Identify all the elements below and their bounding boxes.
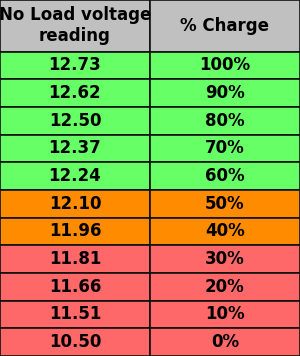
Text: 50%: 50%	[205, 195, 245, 213]
Bar	[150, 301, 300, 328]
Text: 11.96: 11.96	[49, 222, 101, 241]
Text: 12.50: 12.50	[49, 112, 101, 130]
Text: 20%: 20%	[205, 278, 245, 296]
Text: 70%: 70%	[205, 140, 245, 157]
Bar	[150, 273, 300, 301]
Text: 12.73: 12.73	[49, 57, 101, 74]
Bar	[150, 107, 300, 135]
Bar	[0, 190, 150, 218]
Bar	[0, 301, 150, 328]
Text: 0%: 0%	[211, 333, 239, 351]
Text: 11.51: 11.51	[49, 305, 101, 324]
Bar	[150, 79, 300, 107]
Text: 60%: 60%	[205, 167, 245, 185]
Text: 11.66: 11.66	[49, 278, 101, 296]
Text: 12.24: 12.24	[49, 167, 101, 185]
Text: 12.10: 12.10	[49, 195, 101, 213]
Bar	[0, 107, 150, 135]
Bar	[150, 218, 300, 245]
Bar	[150, 162, 300, 190]
Text: 12.62: 12.62	[49, 84, 101, 102]
Bar	[0, 0, 150, 52]
Text: 90%: 90%	[205, 84, 245, 102]
Bar	[150, 190, 300, 218]
Text: 80%: 80%	[205, 112, 245, 130]
Bar	[0, 162, 150, 190]
Bar	[0, 52, 150, 79]
Bar	[150, 135, 300, 162]
Text: 30%: 30%	[205, 250, 245, 268]
Bar	[150, 0, 300, 52]
Bar	[150, 328, 300, 356]
Text: 40%: 40%	[205, 222, 245, 241]
Bar	[150, 245, 300, 273]
Bar	[0, 218, 150, 245]
Bar	[0, 135, 150, 162]
Bar	[0, 273, 150, 301]
Text: % Charge: % Charge	[181, 17, 269, 35]
Text: 12.37: 12.37	[49, 140, 101, 157]
Text: 10%: 10%	[205, 305, 245, 324]
Bar	[0, 245, 150, 273]
Bar	[0, 79, 150, 107]
Text: 10.50: 10.50	[49, 333, 101, 351]
Bar	[0, 328, 150, 356]
Bar	[150, 52, 300, 79]
Text: No Load voltage
reading: No Load voltage reading	[0, 6, 151, 45]
Text: 100%: 100%	[200, 57, 250, 74]
Text: 11.81: 11.81	[49, 250, 101, 268]
